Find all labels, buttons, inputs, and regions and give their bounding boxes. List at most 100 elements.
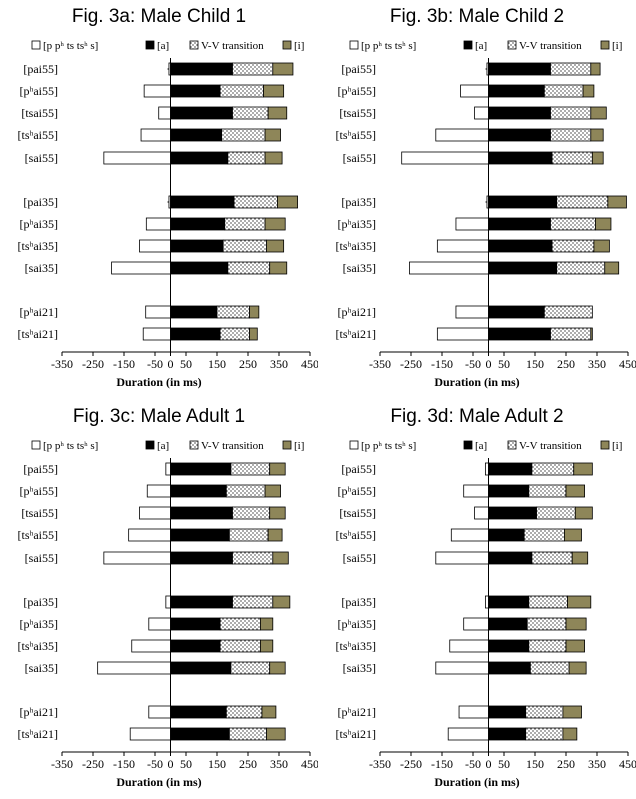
bar-consonant	[158, 106, 171, 120]
x-tick-label: 150	[526, 357, 544, 371]
bar-vowel-i	[259, 617, 274, 631]
legend-label: V-V transition	[201, 440, 264, 452]
bar-vowel-a	[170, 217, 226, 231]
legend-swatch	[507, 40, 517, 50]
bar-transition	[550, 128, 592, 142]
bar-transition	[551, 151, 593, 165]
bar-vowel-a	[488, 617, 528, 631]
bar-row	[401, 151, 604, 165]
bar-row	[139, 506, 286, 520]
chart-title: Fig. 3d: Male Adult 2	[390, 406, 564, 427]
category-label: [tsʰai55]	[17, 128, 58, 142]
bar-vowel-a	[488, 62, 551, 76]
bar-consonant	[447, 727, 489, 741]
bar-consonant	[111, 261, 171, 275]
bar-vowel-a	[488, 305, 545, 319]
bar-vowel-a	[488, 217, 551, 231]
bar-vowel-i	[590, 62, 601, 76]
bar-row	[455, 217, 612, 231]
bar-vowel-i	[259, 639, 274, 653]
bar-row	[436, 327, 593, 341]
category-label: [pʰai35]	[337, 617, 376, 631]
bar-vowel-a	[488, 327, 551, 341]
x-tick-label: -350	[51, 757, 73, 771]
bar-transition	[528, 639, 567, 653]
x-tick-label: 0	[168, 357, 174, 371]
bar-vowel-i	[565, 639, 586, 653]
bar-vowel-a	[488, 595, 530, 609]
bar-vowel-i	[269, 506, 286, 520]
bar-vowel-a	[488, 151, 553, 165]
bar-vowel-a	[488, 506, 537, 520]
chart-svg: [p pʰ ts tsʰ s] [a] V-V transition [i]-350-…	[335, 40, 636, 371]
bar-row	[435, 551, 589, 565]
category-label: [pai35]	[23, 195, 58, 209]
bar-vowel-a	[488, 462, 533, 476]
bar-vowel-a	[488, 84, 545, 98]
category-label: [tsʰai55]	[335, 128, 376, 142]
bar-consonant	[145, 217, 171, 231]
x-tick-label: 150	[208, 757, 226, 771]
bar-row	[148, 617, 274, 631]
x-tick-label: 50	[498, 757, 510, 771]
x-tick-label: 450	[619, 357, 636, 371]
bar-vowel-i	[264, 217, 286, 231]
category-label: [tsʰai55]	[17, 528, 58, 542]
bar-row	[165, 595, 291, 609]
category-label: [pʰai21]	[19, 705, 58, 719]
legend-item: [p pʰ ts tsʰ s]	[31, 40, 98, 52]
x-tick-label: 0	[486, 757, 492, 771]
bar-consonant	[146, 484, 171, 498]
bar-consonant	[148, 617, 171, 631]
bar-row	[460, 84, 595, 98]
x-tick-label: -350	[369, 357, 391, 371]
bar-consonant	[145, 305, 171, 319]
bar-transition	[219, 639, 261, 653]
bar-transition	[528, 595, 568, 609]
bar-transition	[550, 327, 592, 341]
bar-consonant	[450, 528, 489, 542]
x-tick-label: 0	[486, 357, 492, 371]
legend-label: [a]	[157, 440, 169, 452]
bar-vowel-i	[595, 217, 612, 231]
bar-vowel-a	[488, 727, 527, 741]
category-label: [pai55]	[341, 62, 376, 76]
bar-transition	[523, 528, 565, 542]
bar-row	[447, 727, 578, 741]
bar-row	[143, 84, 285, 98]
bar-vowel-a	[170, 551, 233, 565]
bar-vowel-i	[582, 84, 595, 98]
x-tick-label: 50	[498, 357, 510, 371]
x-tick-label: -250	[82, 757, 104, 771]
legend-label: [p pʰ ts tsʰ s]	[361, 440, 416, 452]
x-tick-label: 250	[239, 757, 257, 771]
bar-row	[131, 639, 274, 653]
bar-vowel-a	[170, 727, 230, 741]
legend-swatch	[600, 40, 610, 50]
legend-swatch	[349, 40, 359, 50]
bar-transition	[525, 705, 564, 719]
bar-transition	[227, 261, 271, 275]
bar-consonant	[474, 106, 489, 120]
bar-vowel-a	[488, 106, 551, 120]
bar-consonant	[435, 551, 489, 565]
bar-row	[463, 484, 586, 498]
bar-vowel-a	[170, 617, 221, 631]
category-label: [sai55]	[25, 151, 58, 165]
bar-vowel-a	[488, 551, 533, 565]
legend-swatch	[282, 440, 292, 450]
legend-swatch	[349, 440, 359, 450]
bar-consonant	[401, 151, 489, 165]
x-axis-label: Duration (in ms)	[116, 375, 202, 389]
bar-vowel-a	[170, 595, 233, 609]
bar-consonant	[463, 617, 489, 631]
bar-row	[103, 151, 283, 165]
bar-vowel-a	[170, 484, 227, 498]
bar-consonant	[484, 595, 489, 609]
legend-item: V-V transition	[189, 440, 264, 452]
x-tick-label: 250	[239, 357, 257, 371]
bar-transition	[219, 327, 250, 341]
category-label: [pai55]	[23, 462, 58, 476]
x-tick-label: -50	[465, 757, 481, 771]
x-tick-label: 150	[208, 357, 226, 371]
